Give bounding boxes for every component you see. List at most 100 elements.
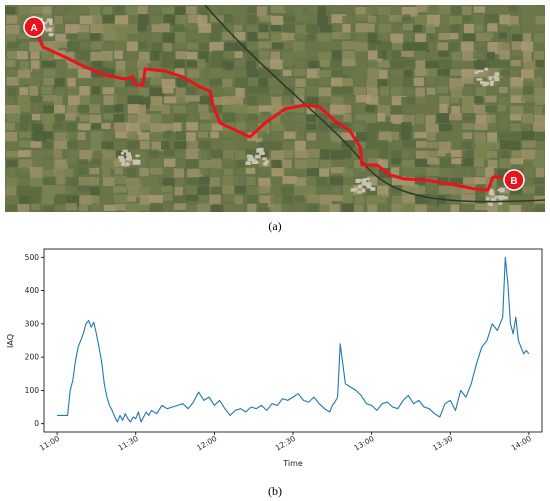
field-patch [318,122,328,132]
field-patch [319,96,336,103]
route-start-marker[interactable]: A [23,16,45,38]
field-patch [414,194,431,204]
field-patch [114,15,129,27]
route-end-marker[interactable]: B [503,169,525,191]
field-patch [114,69,130,77]
field-patch [31,6,46,14]
field-patch [150,96,163,107]
field-patch [414,69,429,77]
field-patch [257,122,270,135]
field-patch [355,114,368,121]
field-patch [390,33,404,44]
field-patch [258,177,271,189]
field-patch [77,159,89,166]
field-patch [438,168,454,179]
field-patch [210,158,222,169]
field-patch [89,104,101,114]
field-patch [186,132,196,142]
field-patch [461,141,472,149]
field-patch [367,122,380,134]
field-patch [43,77,58,86]
field-patch [163,96,178,104]
field-patch [65,132,77,139]
field-patch [499,140,511,150]
field-patch [377,113,386,122]
field-patch [175,96,189,104]
field-patch [65,24,80,34]
field-patch [55,177,72,185]
field-patch [331,69,348,81]
field-patch [65,177,78,187]
field-patch [461,158,475,167]
field-patch [91,86,101,95]
field-patch [139,122,153,130]
field-patch [18,150,33,158]
field-patch [90,176,100,186]
field-patch [403,69,413,78]
field-patch [475,167,487,177]
field-patch [449,69,464,76]
field-patch [258,185,273,194]
field-patch [377,194,387,204]
field-patch [19,87,29,96]
field-patch [126,41,138,52]
field-patch [355,42,370,53]
field-patch [293,41,305,54]
field-patch [235,159,249,170]
field-patch [29,77,41,87]
field-patch [187,42,201,50]
field-patch [426,195,441,205]
field-patch [43,122,53,132]
field-patch [246,105,261,118]
field-patch [43,176,58,185]
field-patch [413,77,424,87]
field-patch [175,159,190,168]
field-patch [31,68,42,78]
field-patch [439,141,453,154]
field-patch [307,60,322,71]
field-patch [65,168,74,180]
field-patch [283,41,298,50]
terrain-fields [5,5,545,212]
field-patch [138,158,147,170]
field-patch [270,69,281,79]
field-patch [462,50,477,61]
field-patch [354,123,364,135]
field-patch [271,15,284,26]
field-patch [125,158,138,166]
field-patch [186,141,200,151]
building [362,178,367,184]
field-patch [509,185,522,198]
field-patch [535,167,545,178]
building [497,188,501,192]
field-patch [66,140,78,148]
field-patch [401,50,414,57]
field-patch [534,96,545,105]
field-patch [533,6,544,16]
field-patch [306,123,317,130]
field-patch [389,141,400,154]
field-patch [365,23,375,32]
field-patch [463,177,478,185]
field-patch [498,96,511,107]
field-patch [450,204,460,212]
field-patch [245,167,256,174]
field-patch [5,186,17,198]
field-patch [247,24,262,35]
field-patch [451,158,465,165]
field-patch [499,114,513,127]
field-patch [474,203,488,211]
field-patch [391,195,404,208]
field-patch [42,95,57,102]
field-patch [223,69,239,81]
field-patch [233,104,247,114]
field-patch [452,51,462,61]
field-patch [366,131,377,144]
field-patch [366,185,381,196]
field-patch [151,141,168,151]
field-patch [534,149,545,162]
field-patch [54,195,68,205]
field-patch [355,141,370,148]
field-patch [53,96,63,107]
field-patch [390,69,405,77]
